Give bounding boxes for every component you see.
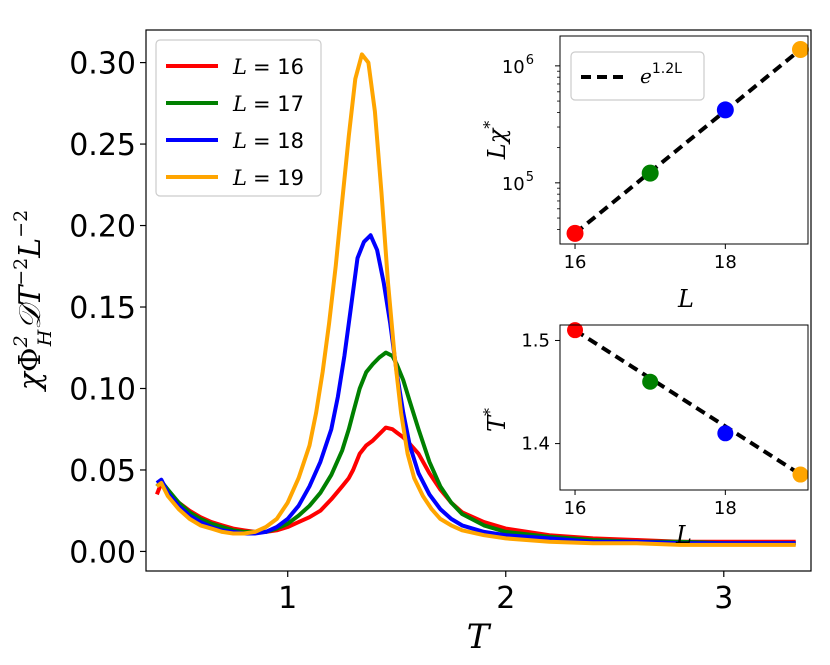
inset-bottom-point [567, 322, 584, 339]
inset-bottom-y-tick-label: 1.4 [521, 434, 550, 455]
inset-top-legend: e1.2L [570, 51, 705, 101]
inset-bottom-frame [559, 324, 809, 491]
x-tick-label: 2 [496, 581, 515, 616]
inset-bottom-background [560, 325, 808, 490]
inset-bottom-x-tick-label: 18 [714, 498, 737, 519]
legend-label: L = 19 [232, 166, 304, 190]
inset-top-y-axis-label: Lχ* [480, 121, 511, 160]
inset-bottom-x-axis-label: L [675, 521, 692, 549]
inset-bottom-y-tick-label: 1.5 [521, 330, 550, 351]
inset-bottom-point [792, 466, 809, 483]
inset-bottom-y-axis-label: T* [480, 408, 511, 432]
main-legend: L = 16 L = 17 L = 18 L = 19 [155, 39, 322, 197]
main-x-ticks: 1 2 3 [278, 571, 733, 616]
inset-bottom-fit-line [573, 328, 802, 477]
main-y-ticks: 0.00 0.05 0.10 0.15 0.20 0.25 0.30 [69, 47, 146, 570]
inset-bottom-point [642, 373, 659, 390]
main-plot-frame [145, 29, 812, 572]
inset-top-fit-line [573, 47, 802, 235]
inset-bottom-data [567, 322, 809, 483]
inset-top-frame [559, 35, 809, 245]
main-x-axis-label: T [467, 617, 492, 657]
main-y-axis-label: χΦ2 H𝒟T−2L−2 [10, 210, 56, 392]
inset-top-point [791, 40, 809, 58]
legend-box [155, 39, 322, 197]
series-line-17 [155, 350, 796, 546]
x-tick-label: 1 [278, 581, 297, 616]
legend-label: L = 17 [232, 92, 304, 116]
y-tick-label: 0.00 [69, 535, 136, 570]
main-series-lines [155, 52, 796, 547]
inset-top-x-tick-label: 18 [714, 252, 737, 273]
inset-top-point [641, 164, 659, 182]
inset-top-data [566, 40, 809, 242]
x-tick-label: 3 [714, 581, 733, 616]
y-tick-label: 0.05 [69, 454, 136, 489]
y-tick-label: 0.25 [69, 128, 136, 163]
main-panel: 1 2 3 0.00 0.05 0.10 0.15 0.20 0.25 0.30 T χΦ2 H𝒟… [10, 29, 812, 657]
y-tick-label: 0.15 [69, 291, 136, 326]
legend-label: L = 16 [232, 55, 304, 79]
inset-top-point [566, 224, 584, 242]
inset-legend-fit-label: e1.2L [640, 61, 682, 88]
y-tick-label: 0.10 [69, 372, 136, 407]
legend-label: L = 18 [232, 129, 304, 153]
inset-bottom-x-tick-label: 16 [564, 498, 587, 519]
inset-top-x-tick-label: 16 [564, 252, 587, 273]
inset-bottom-ticks: 16 18 1.4 1.5 [521, 330, 736, 519]
y-tick-label: 0.20 [69, 210, 136, 245]
inset-top-x-axis-label: L [677, 285, 694, 313]
inset-legend-box [570, 51, 705, 101]
inset-bottom-panel: 16 18 1.4 1.5 L T* [480, 322, 809, 549]
inset-top-point [716, 101, 734, 119]
y-tick-label: 0.30 [69, 47, 136, 82]
inset-bottom-point [717, 425, 734, 442]
series-line-19 [155, 52, 796, 547]
